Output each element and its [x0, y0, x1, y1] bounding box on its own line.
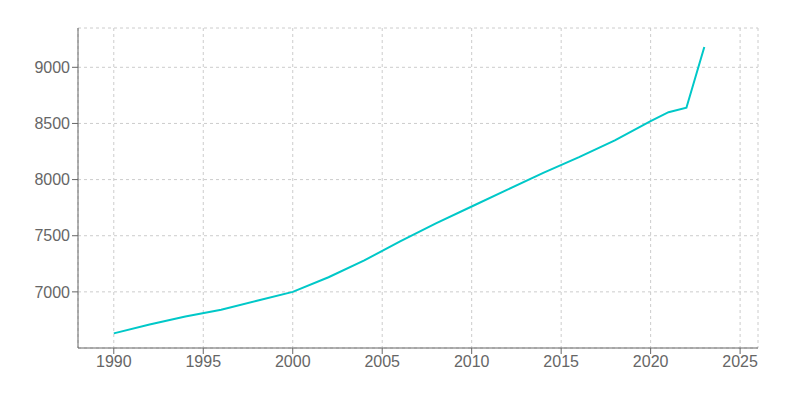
- svg-text:2000: 2000: [275, 353, 311, 370]
- svg-text:8500: 8500: [34, 115, 70, 132]
- svg-text:9000: 9000: [34, 59, 70, 76]
- svg-text:2010: 2010: [454, 353, 490, 370]
- svg-text:7500: 7500: [34, 227, 70, 244]
- svg-text:1995: 1995: [185, 353, 221, 370]
- svg-text:2005: 2005: [364, 353, 400, 370]
- svg-text:8000: 8000: [34, 171, 70, 188]
- svg-text:2015: 2015: [543, 353, 579, 370]
- svg-text:2025: 2025: [722, 353, 758, 370]
- svg-text:7000: 7000: [34, 284, 70, 301]
- svg-text:2020: 2020: [633, 353, 669, 370]
- svg-text:1990: 1990: [96, 353, 132, 370]
